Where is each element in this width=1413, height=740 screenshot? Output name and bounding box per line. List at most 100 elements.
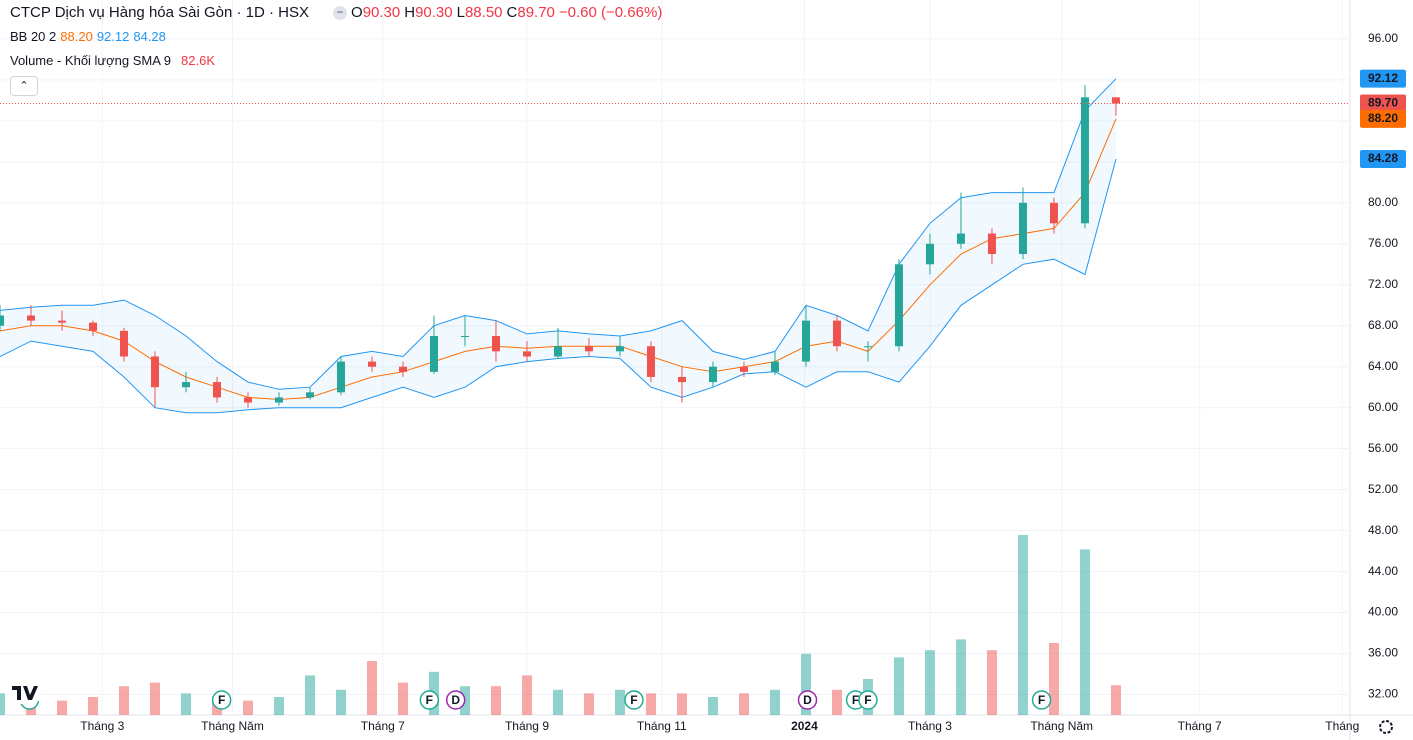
- event-label: F: [630, 693, 637, 707]
- event-marker: [624, 690, 644, 710]
- volume-bar: [986, 650, 997, 715]
- volume-bar: [924, 650, 935, 715]
- candle-body: [57, 320, 66, 323]
- volume-bar: [1048, 643, 1059, 715]
- candle-body: [1111, 97, 1120, 104]
- volume-bar: [707, 697, 718, 715]
- settings-icon[interactable]: [1379, 720, 1393, 734]
- candle-body: [956, 233, 965, 244]
- bb-name[interactable]: BB 20 2: [10, 29, 57, 44]
- candle-body: [119, 330, 128, 357]
- volume-legend: Volume - Khối lượng SMA 9 82.6K: [10, 53, 219, 68]
- candle-body: [677, 376, 686, 383]
- volume-bar: [614, 689, 625, 715]
- logo-shape: [12, 686, 38, 700]
- candle-body: [274, 397, 283, 403]
- ohlc-value: 89.70: [517, 4, 555, 21]
- volume-bar: [366, 661, 377, 715]
- candle-body: [708, 366, 717, 383]
- symbol-title: CTCP Dịch vụ Hàng hóa Sài Gòn · 1D · HSX: [10, 4, 310, 21]
- candle-body: [615, 346, 624, 352]
- x-tick-label: Tháng Năm: [1030, 719, 1093, 733]
- volume-bar: [955, 639, 966, 715]
- event-label: F: [1038, 693, 1045, 707]
- y-tick-label: 44.00: [1368, 564, 1398, 578]
- volume-bar: [180, 693, 191, 715]
- event-label: F: [864, 693, 871, 707]
- last-price-box: [1360, 94, 1406, 113]
- y-tick-label: 40.00: [1368, 605, 1398, 619]
- symbol-header: CTCP Dịch vụ Hàng hóa Sài Gòn · 1D · HSX…: [10, 4, 666, 21]
- candle-body: [181, 382, 190, 388]
- candle-body: [987, 233, 996, 255]
- candle-body: [0, 315, 4, 326]
- x-tick-label: Tháng Năm: [201, 719, 264, 733]
- volume-bar: [118, 686, 129, 715]
- event-label: F: [852, 693, 859, 707]
- volume-bar: [769, 689, 780, 715]
- event-marker: [797, 690, 818, 710]
- event-label: D: [803, 693, 812, 707]
- event-marker: [858, 690, 878, 710]
- logo-bg: [8, 682, 42, 704]
- y-tick-label: 36.00: [1368, 646, 1398, 660]
- candle-body: [739, 366, 748, 372]
- event-label: F: [426, 693, 433, 707]
- event-label: F: [218, 693, 225, 707]
- y-tick-label: 52.00: [1368, 482, 1398, 496]
- volume-bar: [490, 686, 501, 715]
- x-tick-label: 2024: [791, 719, 818, 733]
- candle-body: [894, 264, 903, 347]
- candle-body: [1018, 202, 1027, 255]
- change: −0.60 (−0.66%): [558, 4, 663, 21]
- candle-body: [398, 366, 407, 372]
- x-tick-label: Tháng 3: [908, 719, 952, 733]
- y-tick-label: 68.00: [1368, 318, 1398, 332]
- volume-bar: [552, 689, 563, 715]
- bb-lower: 84.28: [133, 29, 166, 44]
- candle-body: [336, 361, 345, 393]
- volume-bar: [738, 693, 749, 715]
- ohlc-value: 90.30: [415, 4, 453, 21]
- event-marker: [1031, 690, 1052, 710]
- candle-body: [1080, 97, 1089, 224]
- last-price-label: 89.70: [1368, 96, 1398, 110]
- minus-button[interactable]: −: [333, 6, 348, 20]
- candle-body: [553, 346, 562, 357]
- volume-bar: [1017, 535, 1028, 715]
- bb-upper-box: [1360, 69, 1406, 88]
- bb-basis: 88.20: [60, 29, 93, 44]
- candle-body: [522, 351, 531, 357]
- volume-bar: [521, 675, 532, 715]
- x-tick-label: Tháng 9: [505, 719, 549, 733]
- bb-fill: [0, 78, 1116, 413]
- event-marker: [445, 690, 466, 710]
- volume-bar: [1110, 685, 1121, 715]
- volume-bar: [676, 693, 687, 715]
- volume-bar: [242, 700, 253, 715]
- collapse-button[interactable]: ⌃: [10, 76, 38, 96]
- x-tick-label: Tháng 3: [80, 719, 124, 733]
- y-tick-label: 76.00: [1368, 236, 1398, 250]
- volume-bar: [397, 682, 408, 715]
- ohlc-key: C: [506, 4, 518, 21]
- candle-body: [1049, 202, 1058, 224]
- candle-body: [429, 335, 438, 372]
- event-label: D: [451, 693, 460, 707]
- volume-name[interactable]: Volume - Khối lượng SMA 9: [10, 53, 172, 68]
- candle-body: [305, 392, 314, 398]
- volume-bar: [645, 693, 656, 715]
- volume-bar: [56, 700, 67, 715]
- event-marker: [211, 690, 232, 710]
- bb-upper: 92.12: [96, 29, 130, 44]
- event-marker: [419, 690, 440, 710]
- candle-body: [646, 346, 655, 377]
- volume-bar: [273, 697, 284, 715]
- ohlc-key: H: [404, 4, 416, 21]
- candle-body: [832, 320, 841, 347]
- y-tick-label: 96.00: [1368, 31, 1398, 45]
- bb-upper-label: 92.12: [1368, 71, 1398, 85]
- volume-bar: [304, 675, 315, 715]
